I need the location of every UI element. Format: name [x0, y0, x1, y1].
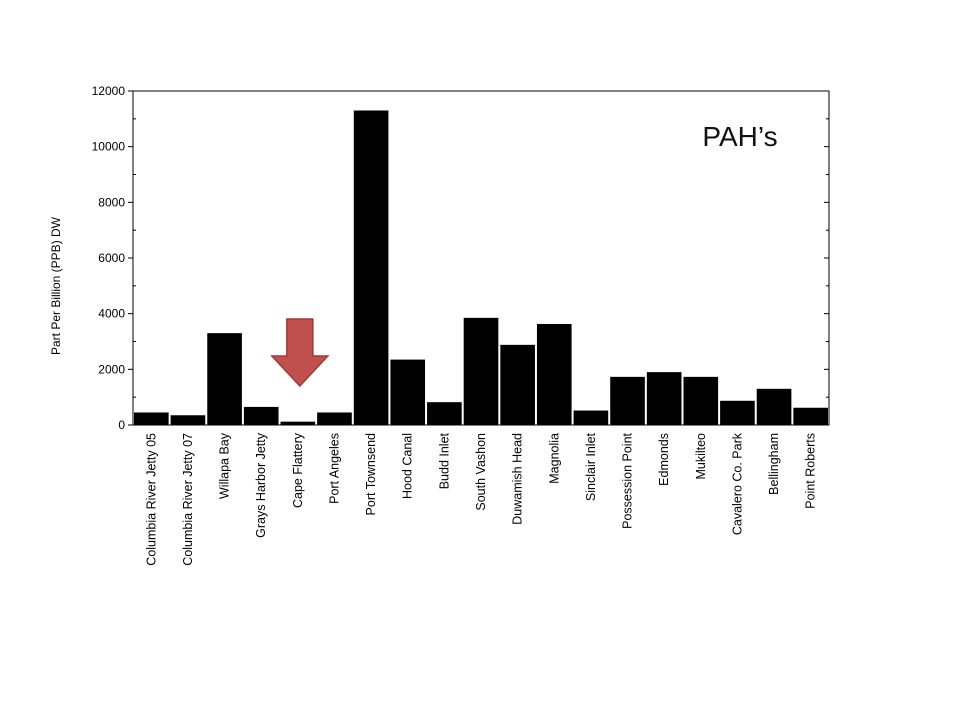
- bar: [280, 421, 316, 425]
- bar: [170, 415, 206, 425]
- x-category-label: Magnolia: [547, 433, 561, 484]
- bar: [500, 344, 535, 425]
- x-category-label: Columbia River Jetty 07: [181, 433, 195, 566]
- x-category-label: Port Townsend: [364, 433, 378, 516]
- bar: [427, 402, 462, 425]
- bar: [573, 410, 609, 425]
- x-category-label: Point Roberts: [804, 433, 818, 509]
- y-tick-label: 6000: [98, 251, 125, 265]
- chart-title: PAH’s: [702, 121, 777, 152]
- bar: [207, 333, 242, 425]
- bar: [353, 110, 389, 425]
- annotation: [270, 318, 330, 388]
- x-category-label: Sinclair Inlet: [584, 432, 598, 501]
- x-category-label: Port Angeles: [327, 433, 341, 504]
- x-category-label: Columbia River Jetty 05: [144, 433, 158, 566]
- y-tick-label: 12000: [92, 84, 126, 98]
- x-category-label: Cavalero Co. Park: [730, 432, 744, 535]
- y-tick-label: 8000: [98, 195, 125, 209]
- y-tick-label: 0: [118, 418, 125, 432]
- x-category-label: South Vashon: [474, 433, 488, 511]
- x-category-label: Cape Flattery: [291, 432, 305, 508]
- x-category-label: Duwamish Head: [511, 433, 525, 525]
- x-category-label: Budd Inlet: [437, 432, 451, 489]
- bar: [317, 412, 352, 425]
- x-category-label: Willapa Bay: [218, 432, 232, 499]
- y-tick-label: 2000: [98, 362, 125, 376]
- bar: [646, 372, 682, 425]
- bar: [683, 376, 719, 425]
- bar: [390, 359, 426, 425]
- y-tick-label: 10000: [92, 140, 126, 154]
- x-category-label: Bellingham: [767, 433, 781, 495]
- bar: [610, 376, 645, 425]
- bar: [720, 400, 755, 425]
- red-down-arrow-icon: [270, 318, 330, 388]
- x-category-label: Hood Canal: [401, 433, 415, 499]
- x-category-label: Grays Harbor Jetty: [254, 432, 268, 538]
- bar: [756, 388, 792, 425]
- x-category-label: Possession Point: [621, 432, 635, 528]
- bar: [793, 407, 828, 425]
- y-axis-title: Part Per Billion (PPB) DW: [49, 216, 63, 355]
- bar: [134, 412, 169, 425]
- bar: [463, 317, 499, 425]
- y-tick-label: 4000: [98, 307, 125, 321]
- x-category-label: Edmonds: [657, 433, 671, 486]
- bar: [243, 406, 279, 425]
- bar: [536, 323, 572, 425]
- bars: [134, 110, 828, 425]
- category-labels: Columbia River Jetty 05 Columbia River Je…: [144, 432, 817, 565]
- x-category-label: Mukilteo: [694, 433, 708, 480]
